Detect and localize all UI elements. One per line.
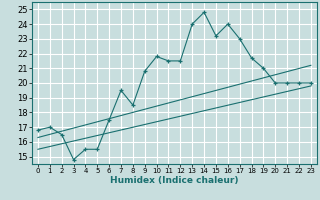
X-axis label: Humidex (Indice chaleur): Humidex (Indice chaleur) (110, 176, 239, 185)
